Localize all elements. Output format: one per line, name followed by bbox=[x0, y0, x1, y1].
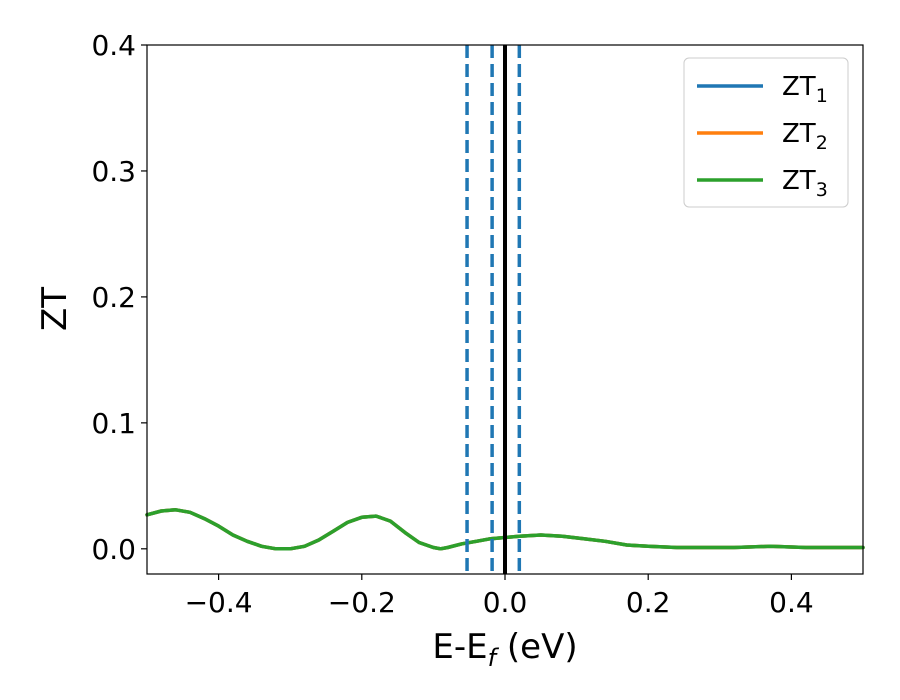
x-tick-label: 0.0 bbox=[483, 586, 528, 619]
legend-label-1: ZT1 bbox=[782, 72, 828, 107]
x-tick-label: 0.4 bbox=[769, 586, 814, 619]
y-tick-label: 0.2 bbox=[91, 281, 136, 314]
y-axis-label: ZT bbox=[35, 287, 75, 331]
y-tick-label: 0.0 bbox=[91, 533, 136, 566]
legend-frame bbox=[683, 57, 849, 208]
y-tick-label: 0.1 bbox=[91, 407, 136, 440]
x-axis-label: E-Ef (eV) bbox=[432, 627, 577, 672]
x-tick-label: 0.2 bbox=[626, 586, 671, 619]
x-axis: −0.4 −0.2 0.0 0.2 0.4 bbox=[185, 574, 814, 619]
legend: ZT1 ZT2 ZT3 bbox=[683, 57, 849, 208]
y-axis: 0.0 0.1 0.2 0.3 0.4 bbox=[91, 29, 147, 566]
x-tick-label: −0.2 bbox=[328, 586, 396, 619]
series-line-3 bbox=[145, 508, 865, 551]
legend-label-2: ZT2 bbox=[782, 119, 828, 154]
y-tick-label: 0.4 bbox=[91, 29, 136, 62]
legend-label-3: ZT3 bbox=[782, 166, 828, 201]
plot-area bbox=[145, 45, 865, 574]
x-tick-label: −0.4 bbox=[185, 586, 253, 619]
y-tick-label: 0.3 bbox=[91, 155, 136, 188]
